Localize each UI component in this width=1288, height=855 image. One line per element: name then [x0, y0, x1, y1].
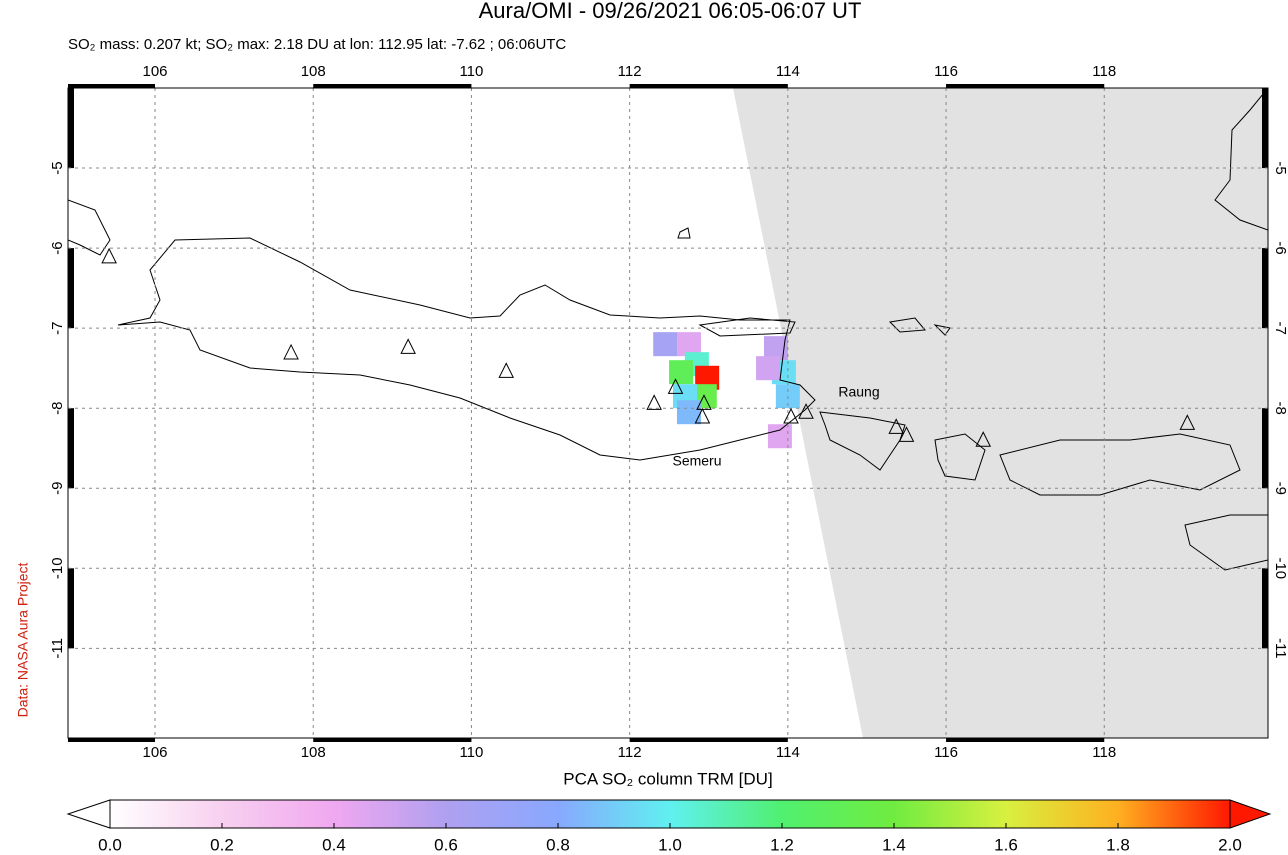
volcano	[498, 362, 515, 378]
map-border	[67, 87, 1269, 739]
map-area	[68, 88, 1268, 738]
small-islands	[677, 227, 951, 336]
volcano	[1179, 414, 1196, 430]
y-tick-label: -10	[1272, 557, 1288, 579]
colorbar-tick-label: 1.8	[1106, 835, 1130, 854]
lombok-coast	[934, 433, 986, 481]
colorbar-tick-label: 2.0	[1218, 835, 1242, 854]
volcano	[283, 343, 299, 360]
colorbar-arrow-high	[1229, 799, 1272, 829]
x-tick-label: 110	[459, 63, 483, 80]
no-data-region	[733, 88, 1268, 738]
java-coast	[117, 237, 816, 461]
volcano	[694, 407, 711, 424]
x-tick-label: 114	[776, 744, 800, 761]
so2-pixel	[669, 360, 694, 385]
colorbar-tick-label: 0.0	[98, 835, 122, 854]
colorbar-tick-label: 0.8	[546, 835, 570, 854]
frame-band	[68, 84, 156, 88]
y-tick-label: -6	[1272, 241, 1288, 254]
subtitle: SO₂ mass: 0.207 kt; SO₂ max: 2.18 DU at …	[68, 36, 566, 53]
x-tick-label: 110	[459, 744, 483, 761]
so2-pixel	[676, 332, 701, 357]
frame-band	[629, 738, 788, 742]
volcano	[101, 247, 117, 264]
colorbar-tick-label: 0.2	[210, 835, 234, 854]
volcano	[783, 407, 799, 424]
volcano	[696, 394, 712, 410]
y-tick-label: -11	[1272, 638, 1288, 659]
frame-band	[68, 408, 74, 489]
x-tick-label: 106	[142, 63, 167, 80]
annotation: Semeru	[672, 453, 721, 469]
y-tick-label: -5	[49, 161, 66, 174]
frame-band	[68, 88, 74, 169]
frame-band	[1262, 248, 1268, 329]
x-tick-label: 112	[618, 63, 642, 80]
frame-band	[946, 738, 1105, 742]
frame-band	[1262, 568, 1268, 649]
so2-pixel	[767, 424, 792, 449]
y-tick-label: -9	[1272, 482, 1288, 495]
frame-band	[1262, 408, 1268, 489]
frame-band	[313, 84, 472, 88]
x-tick-label: 108	[301, 63, 326, 80]
frame-band	[946, 84, 1105, 88]
frame-band	[313, 738, 472, 742]
bali-coast	[819, 411, 906, 471]
credit: Data: NASA Aura Project	[15, 562, 31, 717]
volcano	[888, 418, 905, 434]
colorbar-tick-label: 0.6	[434, 835, 458, 854]
frame-band	[1262, 88, 1268, 169]
y-tick-label: -7	[1272, 321, 1288, 334]
y-tick-label: -10	[49, 557, 66, 579]
y-tick-label: -8	[49, 402, 66, 415]
frame-band	[68, 568, 74, 649]
title: Aura/OMI - 09/26/2021 06:05-06:07 UT	[479, 0, 862, 23]
x-tick-label: 108	[301, 744, 326, 761]
colorbar-tick-label: 1.4	[882, 835, 906, 854]
colorbar-tick-label: 1.0	[658, 835, 682, 854]
volcano	[646, 394, 662, 410]
x-tick-label: 118	[1092, 63, 1116, 80]
y-tick-label: -8	[1272, 402, 1288, 415]
frame-band	[629, 84, 788, 88]
colorbar-tick-label: 1.6	[994, 835, 1018, 854]
y-tick-label: -6	[49, 241, 66, 254]
coastlines	[68, 88, 1268, 571]
annotation: Raung	[838, 384, 879, 400]
x-tick-label: 116	[934, 744, 958, 761]
sulawesi-coast	[1214, 88, 1268, 231]
sumbawa-coast	[999, 433, 1241, 496]
frame-band	[68, 738, 156, 742]
x-tick-label: 114	[776, 63, 800, 80]
y-tick-label: -7	[49, 321, 66, 334]
volcano	[975, 431, 992, 447]
so2-pixel	[653, 332, 678, 357]
frame-band	[68, 248, 74, 329]
colorbar-tick-label: 1.2	[770, 835, 794, 854]
colorbar-label: PCA SO₂ column TRM [DU]	[563, 769, 772, 788]
y-tick-label: -9	[49, 482, 66, 495]
volcano	[898, 426, 915, 442]
volcano	[667, 378, 684, 394]
x-tick-label: 116	[934, 63, 958, 80]
y-tick-label: -11	[49, 638, 66, 659]
so2-pixel	[676, 400, 701, 425]
x-tick-label: 112	[618, 744, 642, 761]
colorbar-arrow-low	[66, 799, 111, 829]
sumatra-coast	[68, 199, 111, 256]
so2-pixel	[756, 356, 781, 381]
colorbar-tick-label: 0.4	[322, 835, 346, 854]
madura-coast	[698, 317, 796, 337]
x-tick-label: 118	[1092, 744, 1116, 761]
x-tick-label: 106	[142, 744, 167, 761]
y-tick-label: -5	[1272, 161, 1288, 174]
volcano	[798, 403, 814, 419]
volcano	[400, 338, 416, 354]
